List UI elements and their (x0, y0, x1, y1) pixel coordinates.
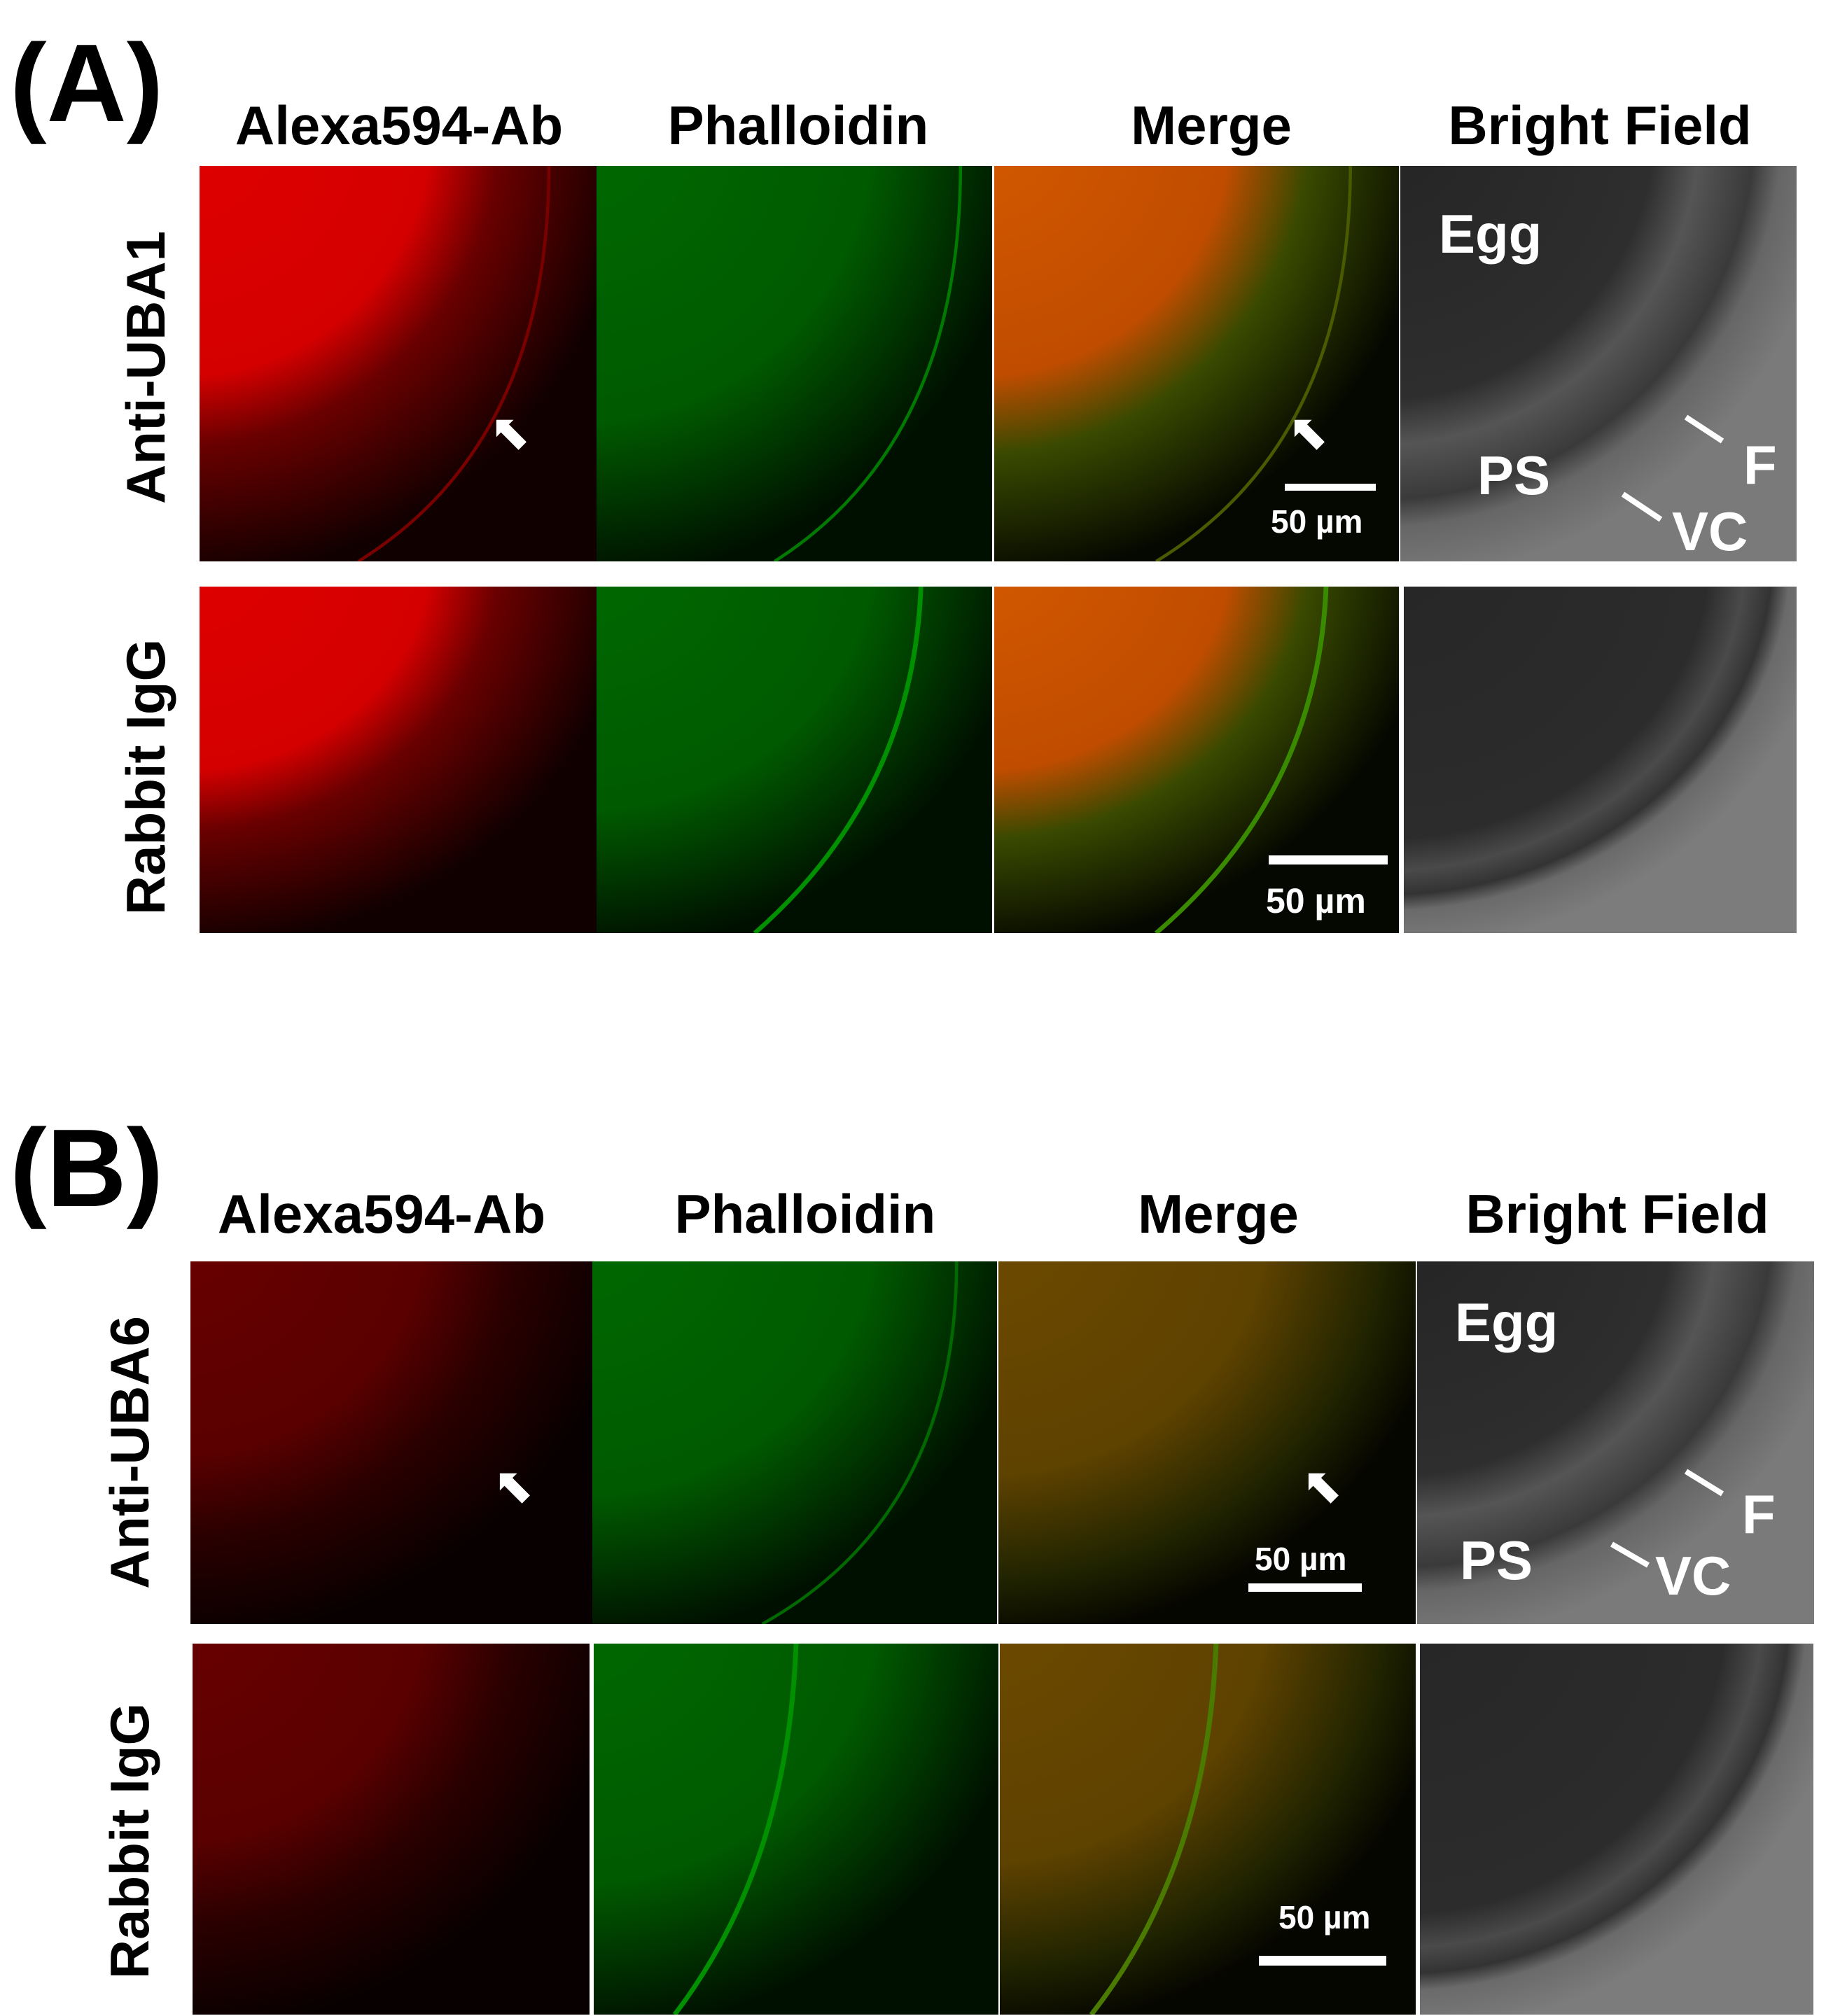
scale-bar (1248, 1583, 1362, 1592)
panel-a-merge-igg-image (994, 587, 1399, 933)
label-pointer-lines (1610, 1469, 1724, 1568)
panel-a-phalloidin-image (597, 166, 992, 561)
panel-b-col-phalloidin: Phalloidin (674, 1183, 936, 1245)
scale-label: 50 µm (1278, 1899, 1371, 1935)
scale-label: 50 µm (1271, 503, 1363, 540)
label-pointer-lines (1621, 414, 1724, 522)
scale-bar (1269, 855, 1388, 864)
panel-a-alexa-igg-image (200, 587, 597, 933)
ps-label: PS (1460, 1530, 1533, 1591)
panel-a-col-alexa: Alexa594-Ab (235, 94, 564, 156)
panel-b-merge-igg-image (1000, 1644, 1416, 2015)
panel-b-bright-field-image (1417, 1261, 1814, 1624)
panel-a-letter: (A) (10, 22, 164, 145)
ps-label: PS (1477, 444, 1551, 506)
scale-bar (1285, 484, 1376, 491)
panel-b-bright-field-igg-image (1420, 1644, 1813, 2015)
panel-a-bright-field-image (1400, 166, 1797, 561)
panel-a-row-rabbit-igg: Rabbit IgG (115, 638, 176, 916)
panel-a-col-bright-field: Bright Field (1448, 94, 1752, 156)
egg-label: Egg (1455, 1292, 1559, 1353)
panel-a-col-merge: Merge (1131, 94, 1292, 156)
panel-b-alexa-igg-image (193, 1644, 590, 2015)
panel-a-bright-field-igg-image (1404, 587, 1797, 933)
panel-a-alexa-image (200, 166, 597, 561)
panel-b-col-merge: Merge (1138, 1183, 1299, 1245)
scale-label: 50 µm (1266, 881, 1366, 920)
panel-a-col-phalloidin: Phalloidin (667, 94, 929, 156)
panel-a-phalloidin-igg-image (597, 587, 992, 933)
panel-b-col-bright-field: Bright Field (1465, 1183, 1769, 1245)
egg-label: Egg (1439, 203, 1542, 265)
panel-b-col-alexa: Alexa594-Ab (217, 1183, 546, 1245)
panel-b-phalloidin-igg-image (594, 1644, 998, 2015)
panel-b-phalloidin-image (592, 1261, 997, 1624)
panel-b-alexa-image (190, 1261, 592, 1624)
f-label: F (1742, 1483, 1776, 1545)
scale-bar (1259, 1956, 1386, 1966)
panel-a-row-anti-uba1: Anti-UBA1 (115, 231, 176, 504)
vc-label: VC (1655, 1545, 1731, 1606)
panel-b-letter: (B) (10, 1107, 164, 1230)
panel-b-row-anti-uba6: Anti-UBA6 (99, 1316, 160, 1589)
scale-label: 50 µm (1255, 1541, 1347, 1577)
vc-label: VC (1672, 500, 1748, 562)
panel-b-merge-image (998, 1261, 1416, 1624)
panel-a-merge-image (994, 166, 1399, 561)
panel-b-row-rabbit-igg: Rabbit IgG (99, 1702, 160, 1980)
f-label: F (1743, 434, 1777, 496)
